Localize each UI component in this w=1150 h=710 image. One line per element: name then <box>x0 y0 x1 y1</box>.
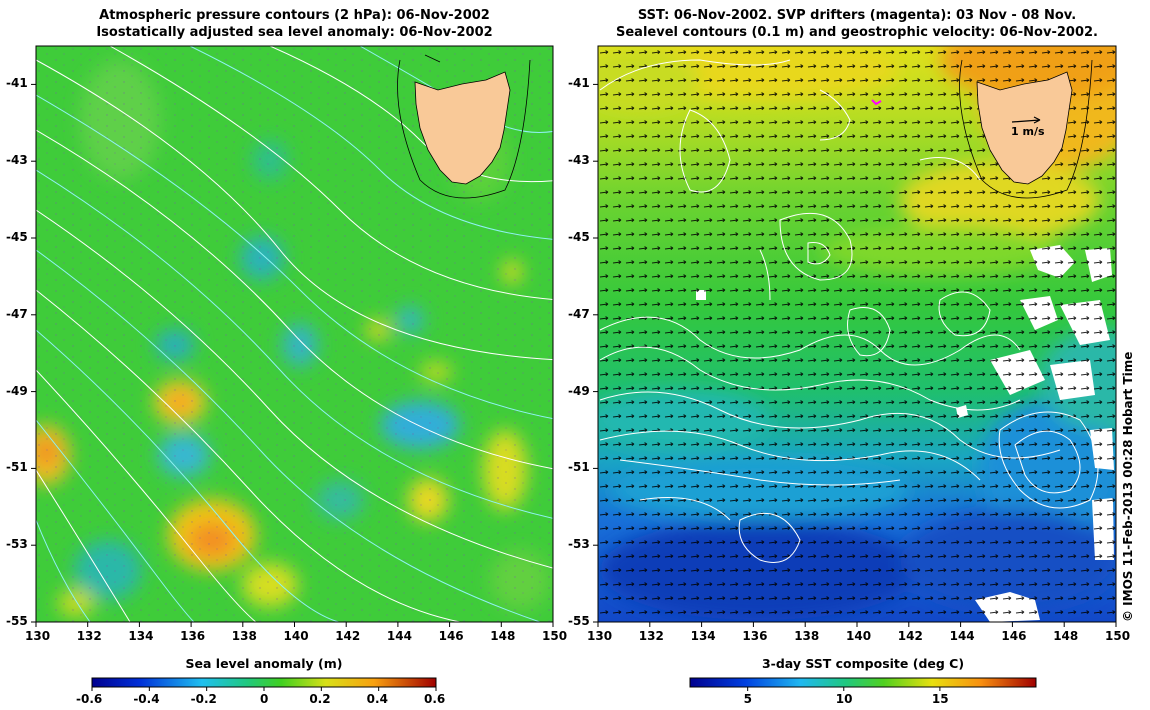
left-lat-tick-label: -43 <box>6 153 28 168</box>
left-lat-tick-label: -49 <box>6 383 28 398</box>
sla-colorbar-tick-label: -0.4 <box>133 692 160 706</box>
tasmania-landmass <box>414 71 511 185</box>
left-map <box>36 46 553 622</box>
left-lon-tick-label: 130 <box>25 629 51 643</box>
right-lat-tick-label: -45 <box>568 230 590 244</box>
right-lat-tick-label: -43 <box>568 153 590 168</box>
colorbar-tick-marks <box>91 687 941 691</box>
right-lon-tick-label: 134 <box>690 629 716 643</box>
right-lon-tick-label: 146 <box>1001 629 1027 643</box>
left-lat-tick-label: -51 <box>6 460 28 475</box>
right-lon-tick-label: 140 <box>846 629 872 643</box>
right-lon-tick-label: 150 <box>1105 629 1131 643</box>
right-map <box>598 46 1116 622</box>
sla-colorbar-tick-label: 0.4 <box>366 692 388 706</box>
right-lon-tick-label: 148 <box>1053 629 1079 643</box>
tasmania-landmass-right <box>976 71 1073 185</box>
left-lat-tick-label: -45 <box>6 230 28 244</box>
left-lon-tick-label: 134 <box>128 629 154 643</box>
right-title-line2: Sealevel contours (0.1 m) and geostrophi… <box>616 25 1098 40</box>
left-lon-tick-label: 150 <box>542 629 568 643</box>
left-lat-tick-label: -41 <box>6 76 28 91</box>
right-lon-tick-label: 132 <box>638 629 664 643</box>
copyright-text: © IMOS 11-Feb-2013 00:28 Hobart Time <box>1121 351 1135 622</box>
sst-colorbar-label: 3-day SST composite (deg C) <box>761 656 965 671</box>
left-lon-tick-label: 132 <box>76 629 102 643</box>
right-panel-title: SST: 06-Nov-2002. SVP drifters (magenta)… <box>598 7 1116 41</box>
right-lat-tick-label: -53 <box>568 537 590 552</box>
left-title-line1: Atmospheric pressure contours (2 hPa): 0… <box>99 8 490 23</box>
sst-colorbar-tick-label: 15 <box>931 692 949 706</box>
left-lat-tick-label: -47 <box>6 306 28 321</box>
left-lon-tick-label: 140 <box>283 629 309 643</box>
sst-colorbar-tick-label: 10 <box>835 692 853 706</box>
left-lon-tick-label: 138 <box>231 629 257 643</box>
sst-colorbar <box>689 677 1037 688</box>
sla-colorbar-tick-label: 0.6 <box>424 692 446 706</box>
sla-colorbar-tick-label: -0.6 <box>76 692 103 706</box>
right-lon-tick-label: 130 <box>587 629 613 643</box>
sla-colorbar-tick-label: 0.2 <box>309 692 331 706</box>
right-lat-tick-label: -49 <box>568 383 590 398</box>
left-lat-tick-label: -55 <box>6 614 28 628</box>
left-lat-tick-label: -53 <box>6 537 28 552</box>
right-title-line1: SST: 06-Nov-2002. SVP drifters (magenta)… <box>637 8 1077 23</box>
left-lon-tick-label: 144 <box>386 629 412 643</box>
velocity-scale-label: 1 m/s <box>1011 125 1045 138</box>
left-panel-title: Atmospheric pressure contours (2 hPa): 0… <box>36 7 553 41</box>
left-lon-tick-label: 142 <box>335 629 361 643</box>
right-lon-tick-label: 142 <box>897 629 923 643</box>
sla-colorbar-tick-label: -0.2 <box>190 692 217 706</box>
sla-colorbar-tick-label: 0 <box>260 692 269 706</box>
sealevel-contours <box>599 59 1099 563</box>
right-lat-tick-label: -47 <box>568 306 590 321</box>
right-lon-tick-label: 136 <box>742 629 768 643</box>
left-lon-tick-label: 148 <box>490 629 516 643</box>
left-lon-tick-label: 146 <box>438 629 464 643</box>
right-lon-tick-label: 144 <box>949 629 975 643</box>
left-title-line2: Isostatically adjusted sea level anomaly… <box>96 25 493 40</box>
pressure-contours <box>36 46 553 622</box>
right-lat-tick-label: -41 <box>568 76 590 91</box>
sla-colorbar-label: Sea level anomaly (m) <box>185 656 343 671</box>
svp-drifter-track <box>871 99 882 106</box>
velocity-scale <box>1011 116 1041 124</box>
scale-arrow-icon <box>1011 116 1041 124</box>
sst-colorbar-tick-label: 5 <box>743 692 753 706</box>
sla-colorbar <box>91 677 437 688</box>
right-lon-tick-label: 138 <box>794 629 820 643</box>
axis-tick-marks <box>31 83 1117 627</box>
right-lat-tick-label: -51 <box>568 460 590 475</box>
right-lat-tick-label: -55 <box>568 614 590 628</box>
left-lon-tick-label: 136 <box>180 629 206 643</box>
